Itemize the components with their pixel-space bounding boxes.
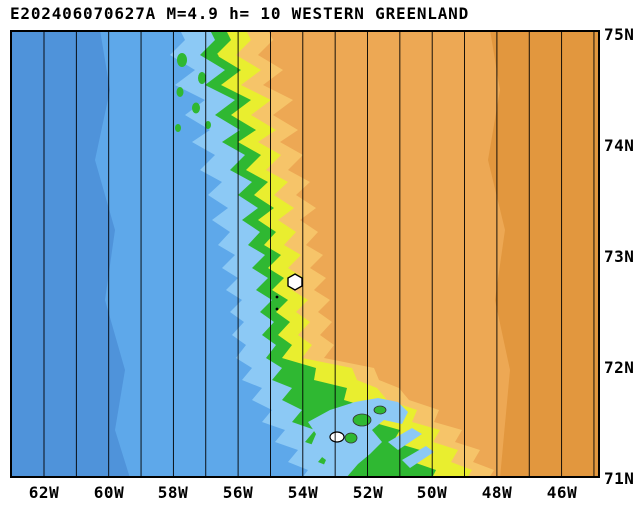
islet-dot [275,295,279,299]
lon-label-60w: 60W [93,483,125,502]
epicenter-hexagon-icon [287,273,303,291]
lon-label-52w: 52W [352,483,384,502]
island [176,87,184,97]
fjord-channel-2 [402,446,434,468]
greenland-map [10,30,600,478]
fjord-water-patch [308,398,408,478]
lon-label-48w: 48W [481,483,513,502]
island [192,102,200,114]
map-canvas [10,30,600,478]
island [211,53,219,63]
white-ellipse-marker [329,431,345,443]
islet-dot [275,307,279,311]
land-high-elevation-band [488,30,600,478]
lon-label-50w: 50W [416,483,448,502]
fjord-island-3 [373,405,387,415]
page-title: E202406070627A M=4.9 h= 10 WESTERN GREEN… [10,4,470,23]
lon-label-58w: 58W [157,483,189,502]
fjord-island-1 [352,413,372,427]
lat-label-72n: 72N [604,358,635,377]
lon-label-62w: 62W [28,483,60,502]
island [205,121,211,129]
lat-label-71n: 71N [604,469,635,488]
fjord-channel-1 [388,428,422,450]
ocean-deep-layer [10,30,130,478]
island [198,72,206,84]
island [177,53,187,67]
lon-label-46w: 46W [546,483,578,502]
lon-label-54w: 54W [287,483,319,502]
lon-label-56w: 56W [222,483,254,502]
fjord-island-2 [344,432,358,444]
map-border [10,30,600,478]
lat-label-74n: 74N [604,136,635,155]
meridian-grid [43,32,595,476]
lat-label-75n: 75N [604,25,635,44]
lat-label-73n: 73N [604,247,635,266]
island [175,124,181,132]
